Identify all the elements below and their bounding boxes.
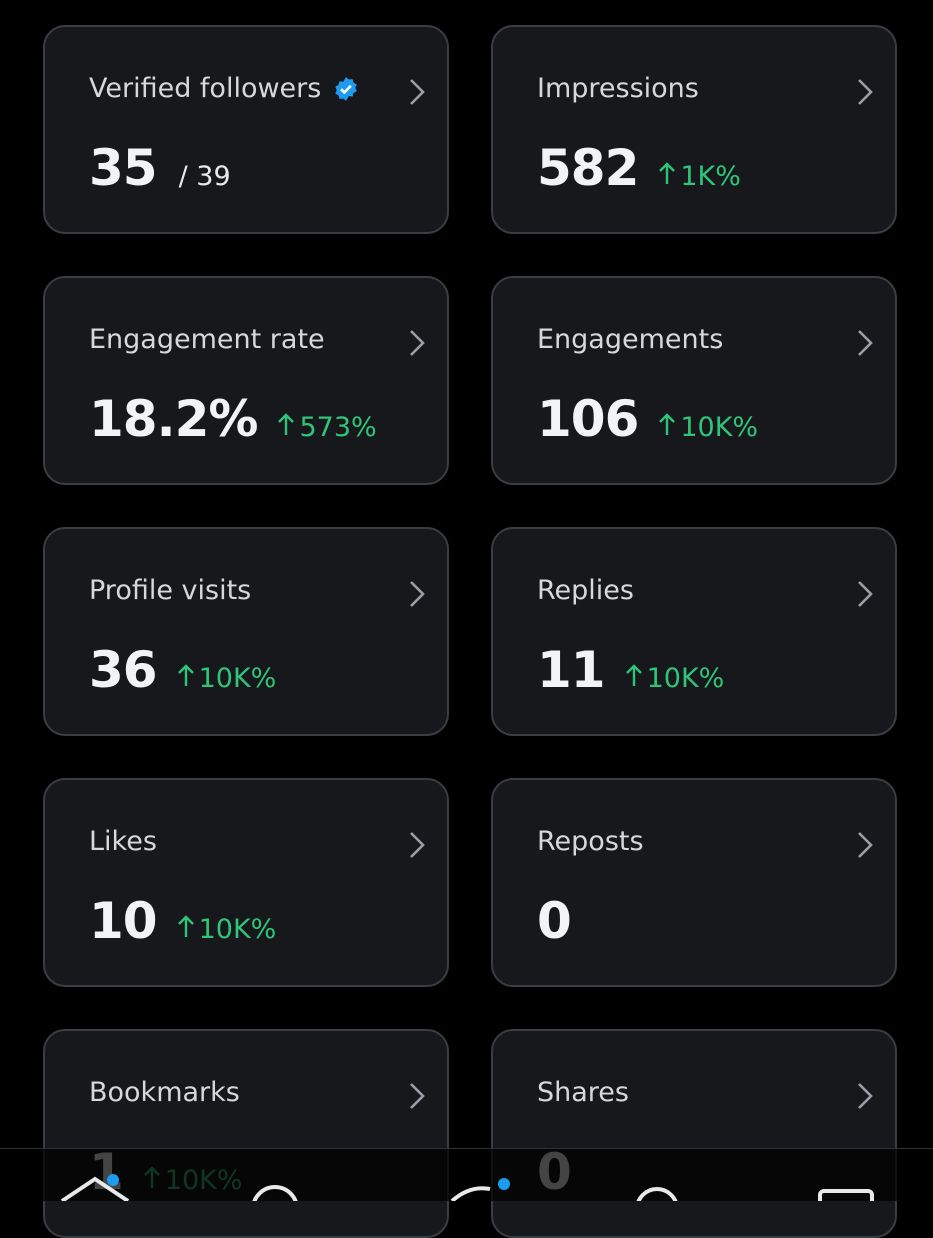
- chevron: [858, 1083, 873, 1109]
- metric-label: Likes: [89, 826, 157, 857]
- metric-row: 35 / 39: [89, 139, 231, 197]
- metric-card[interactable]: Bookmarks110K%: [43, 1029, 449, 1238]
- change-text: 10K%: [680, 412, 759, 443]
- label-text: Verified followers: [89, 73, 322, 104]
- metric-row: 0: [537, 892, 572, 950]
- up-arrow: [177, 664, 194, 686]
- metric-value: 582: [537, 139, 639, 197]
- notifications-icon[interactable]: [635, 1187, 679, 1231]
- grok-icon[interactable]: [450, 1186, 491, 1203]
- metric-change: 573%: [277, 412, 377, 443]
- up-arrow: [177, 915, 194, 937]
- metric-label: Engagements: [537, 324, 723, 355]
- metric-value: 18.2%: [89, 390, 258, 448]
- metric-card[interactable]: Likes 10 10K%: [43, 778, 449, 987]
- label-text: Shares: [537, 1077, 629, 1108]
- up-arrow: [625, 664, 642, 686]
- home-dot: [107, 1174, 119, 1186]
- chevron: [858, 79, 873, 105]
- metric-label: Impressions: [537, 73, 699, 104]
- chevron: [410, 581, 425, 607]
- label-text: Likes: [89, 826, 157, 857]
- change-text: 573%: [299, 412, 377, 443]
- metric-card[interactable]: Shares0: [491, 1029, 897, 1238]
- metric-card[interactable]: Profile visits 36 10K%: [43, 527, 449, 736]
- metric-card[interactable]: Engagement rate 18.2% 573%: [43, 276, 449, 485]
- metric-change: 1K%: [658, 161, 741, 192]
- metric-row: 10 10K%: [89, 892, 276, 950]
- change-text: 10K%: [198, 663, 277, 694]
- metric-value: 11: [537, 641, 606, 699]
- metric-row: 11 10K%: [537, 641, 724, 699]
- grok-dot: [498, 1178, 510, 1190]
- change-text: 10K%: [198, 914, 277, 945]
- metric-label: Shares: [537, 1077, 629, 1108]
- label-text: Engagements: [537, 324, 724, 355]
- up-arrow: [659, 162, 676, 184]
- chevron: [858, 581, 873, 607]
- chevron: [410, 330, 425, 356]
- search-icon[interactable]: [251, 1185, 299, 1233]
- metric-label: Verified followers: [89, 73, 359, 104]
- metric-label: Engagement rate: [89, 324, 325, 355]
- metric-card[interactable]: Impressions 582 1K%: [491, 25, 897, 234]
- home-icon[interactable]: [60, 1176, 130, 1203]
- metric-change: 10K%: [625, 663, 725, 694]
- metric-card[interactable]: Verified followers 35 / 39: [43, 25, 449, 234]
- metric-card[interactable]: Reposts 0: [491, 778, 897, 987]
- change-text: 10K%: [646, 663, 725, 694]
- metric-card[interactable]: Engagements 106 10K%: [491, 276, 897, 485]
- metric-change: 10K%: [177, 663, 277, 694]
- label-text: Reposts: [537, 826, 644, 857]
- chevron: [410, 1083, 425, 1109]
- metric-label: Replies: [537, 575, 634, 606]
- verified-badge: [335, 76, 358, 101]
- bottom-nav: [0, 1148, 933, 1233]
- change-text: 1K%: [680, 161, 741, 192]
- chevron: [410, 79, 425, 105]
- up-arrow: [278, 413, 295, 435]
- chevron: [858, 832, 873, 858]
- metric-value: 10: [89, 892, 158, 950]
- nav-icons: [60, 1174, 874, 1233]
- metric-label: Reposts: [537, 826, 644, 857]
- metric-card[interactable]: Replies 11 10K%: [491, 527, 897, 736]
- chevron: [410, 832, 425, 858]
- label-text: Bookmarks: [89, 1077, 240, 1108]
- metric-label: Bookmarks: [89, 1077, 240, 1108]
- metric-row: 106 10K%: [537, 390, 758, 448]
- up-arrow: [659, 413, 676, 435]
- metric-total: / 39: [178, 161, 231, 192]
- metric-value: 0: [537, 892, 572, 950]
- metric-row: 36 10K%: [89, 641, 276, 699]
- label-text: Engagement rate: [89, 324, 325, 355]
- chevron: [858, 330, 873, 356]
- label-text: Profile visits: [89, 575, 252, 606]
- metric-change: 10K%: [177, 914, 277, 945]
- metric-row: 582 1K%: [537, 139, 741, 197]
- label-text: Impressions: [537, 73, 699, 104]
- analytics-screen: Verified followers 35 / 39 Impressions 582 1K…: [0, 25, 933, 1238]
- metric-value: 35: [89, 139, 158, 197]
- label-text: Replies: [537, 575, 634, 606]
- metric-value: 106: [537, 390, 639, 448]
- metric-label: Profile visits: [89, 575, 251, 606]
- metric-value: 36: [89, 641, 158, 699]
- metric-change: 10K%: [658, 412, 758, 443]
- metric-row: 18.2% 573%: [89, 390, 377, 448]
